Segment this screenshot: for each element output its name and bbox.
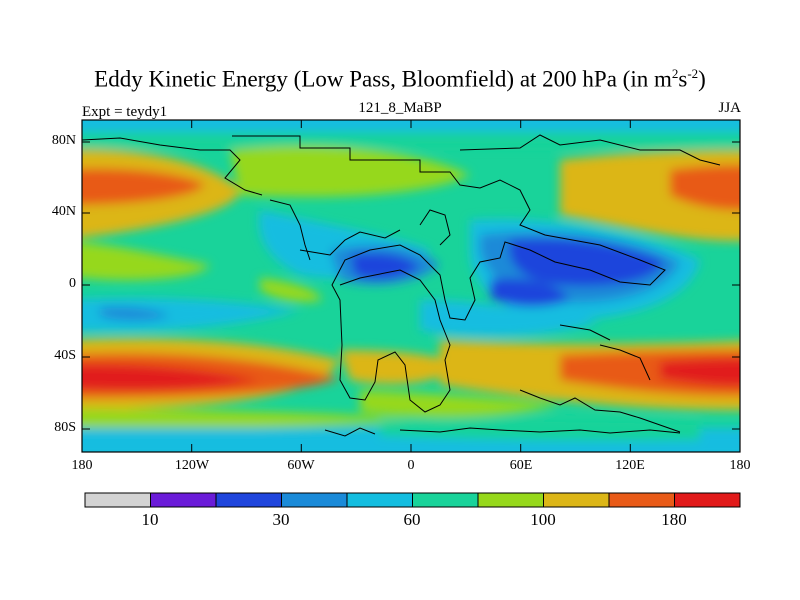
lon-tick-180w: 180 (71, 458, 93, 473)
y-tick-marks (82, 141, 740, 430)
lon-tick-60w: 60W (287, 458, 315, 473)
kinetic-energy-field (82, 120, 740, 452)
lat-tick-0: 0 (69, 276, 76, 291)
experiment-label: Expt = teydy1 (82, 104, 168, 120)
colorbar-box-3 (281, 492, 348, 508)
colorbar-box-5 (412, 492, 479, 508)
lon-tick-60e: 60E (509, 458, 533, 473)
lon-tick-120e: 120E (615, 458, 645, 473)
colorbar (84, 492, 741, 508)
colorbar-box-7 (543, 492, 610, 508)
lat-tick-40n: 40N (51, 204, 76, 219)
lat-tick-40s: 40S (54, 348, 76, 363)
lon-tick-180e: 180 (729, 458, 751, 473)
lat-tick-80s: 80S (54, 420, 76, 435)
colorbar-box-6 (477, 492, 544, 508)
x-tick-marks (191, 120, 631, 452)
colorbar-label-10: 10 (141, 510, 159, 529)
run-label: 121_8_MaBP (358, 100, 442, 116)
lat-tick-80n: 80N (51, 133, 76, 148)
plot-title: Eddy Kinetic Energy (Low Pass, Bloomfiel… (94, 66, 706, 92)
lon-tick-120w: 120W (174, 458, 210, 473)
colorbar-label-60: 60 (403, 510, 421, 529)
colorbar-box-8 (608, 492, 675, 508)
colorbar-label-180: 180 (661, 510, 687, 529)
colorbar-box-0 (84, 492, 151, 508)
colorbar-box-4 (346, 492, 413, 508)
colorbar-label-30: 30 (272, 510, 290, 529)
colorbar-box-2 (215, 492, 282, 508)
colorbar-box-9 (674, 492, 741, 508)
colorbar-box-1 (150, 492, 217, 508)
coastlines (82, 134, 721, 437)
lon-tick-0: 0 (407, 458, 415, 473)
colorbar-label-100: 100 (530, 510, 556, 529)
season-label: JJA (718, 100, 741, 116)
